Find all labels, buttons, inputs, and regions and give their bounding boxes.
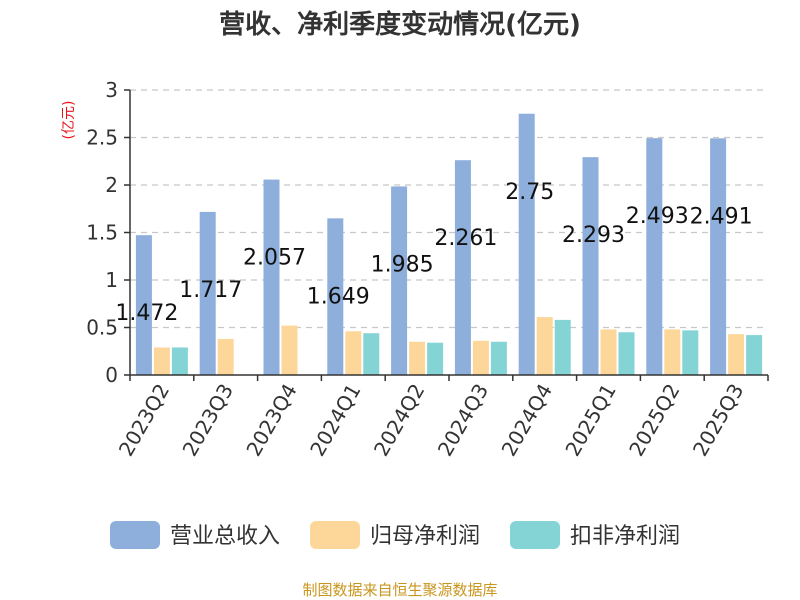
x-tick-label: 2023Q2 [114,380,174,461]
data-labels: 1.4721.7172.0571.6491.9852.2612.752.2932… [115,180,752,326]
bar-revenue [199,211,216,375]
data-label-revenue: 2.293 [562,223,625,248]
bar-parent-profit [472,340,489,375]
x-tick-label: 2023Q4 [241,380,301,461]
y-axis-label: (亿元) [61,101,77,140]
legend-swatch [310,521,360,549]
data-label-revenue: 2.057 [243,246,306,271]
data-label-revenue: 2.491 [690,204,753,229]
bar-deducted-profit [363,333,380,375]
bar-parent-profit [217,338,234,375]
x-tick-label: 2024Q4 [497,380,557,461]
y-tick-label: 0 [105,363,118,387]
data-label-revenue: 1.649 [307,284,370,309]
data-label-revenue: 2.75 [505,180,554,205]
x-tick-label: 2024Q3 [433,380,493,461]
legend-label: 归母净利润 [370,524,480,549]
bar-parent-profit [600,329,617,375]
legend-item-parent-profit[interactable]: 归母净利润 [310,521,480,549]
y-tick-label: 1 [105,268,118,292]
data-label-revenue: 1.472 [115,301,178,326]
y-tick-label: 3 [105,78,118,102]
data-label-revenue: 1.985 [371,252,434,277]
x-tick-label: 2025Q1 [560,380,620,461]
bar-deducted-profit [682,330,699,375]
y-tick-label: 1.5 [86,221,118,245]
bar-parent-profit [536,317,553,375]
bar-parent-profit [664,329,681,375]
x-tick-label: 2023Q3 [178,380,238,461]
legend-label: 扣非净利润 [570,524,680,549]
bar-revenue [646,138,663,375]
legend-swatch [510,521,560,549]
data-label-revenue: 2.261 [434,226,497,251]
bar-parent-profit [728,334,745,375]
legend-swatch [110,521,160,549]
bar-revenue [391,186,408,375]
bar-deducted-profit [618,332,635,375]
x-tick-label: 2025Q2 [624,380,684,461]
bar-revenue [582,157,599,375]
bar-revenue [710,138,727,375]
bar-parent-profit [153,347,170,375]
legend-item-deducted-profit[interactable]: 扣非净利润 [510,521,680,549]
footer-source: 制图数据来自恒生聚源数据库 [302,581,497,599]
legend-item-revenue[interactable]: 营业总收入 [110,521,280,549]
x-tick-label: 2025Q3 [688,380,748,461]
bar-revenue [327,218,344,375]
bar-deducted-profit [490,341,507,375]
bar-parent-profit [345,331,362,375]
chart-title: 营收、净利季度变动情况(亿元) [219,9,581,40]
bar-deducted-profit [554,319,571,375]
bar-deducted-profit [427,342,444,375]
bar-deducted-profit [746,335,763,375]
bar-parent-profit [409,341,426,375]
bars [135,113,763,375]
y-tick-label: 2 [105,173,118,197]
data-label-revenue: 2.493 [626,204,689,229]
x-axis: 2023Q2 2023Q3 2023Q4 2024Q1 2024Q2 2024Q3 2024… [114,374,769,461]
bar-revenue [454,160,471,375]
data-label-revenue: 1.717 [179,278,242,303]
bar-revenue [518,113,535,375]
legend-label: 营业总收入 [170,524,280,549]
bar-deducted-profit [171,347,188,375]
x-tick-label: 2024Q1 [305,380,365,461]
bar-revenue [135,235,152,375]
legend[interactable]: 营业总收入 归母净利润 扣非净利润 [110,521,680,549]
x-tick-label: 2024Q2 [369,380,429,461]
y-tick-label: 2.5 [86,126,118,150]
y-axis: 0 0.5 1 1.5 2 2.5 3 [86,78,131,387]
bar-parent-profit [281,325,298,375]
y-tick-label: 0.5 [86,316,118,340]
bar-revenue [263,179,280,375]
